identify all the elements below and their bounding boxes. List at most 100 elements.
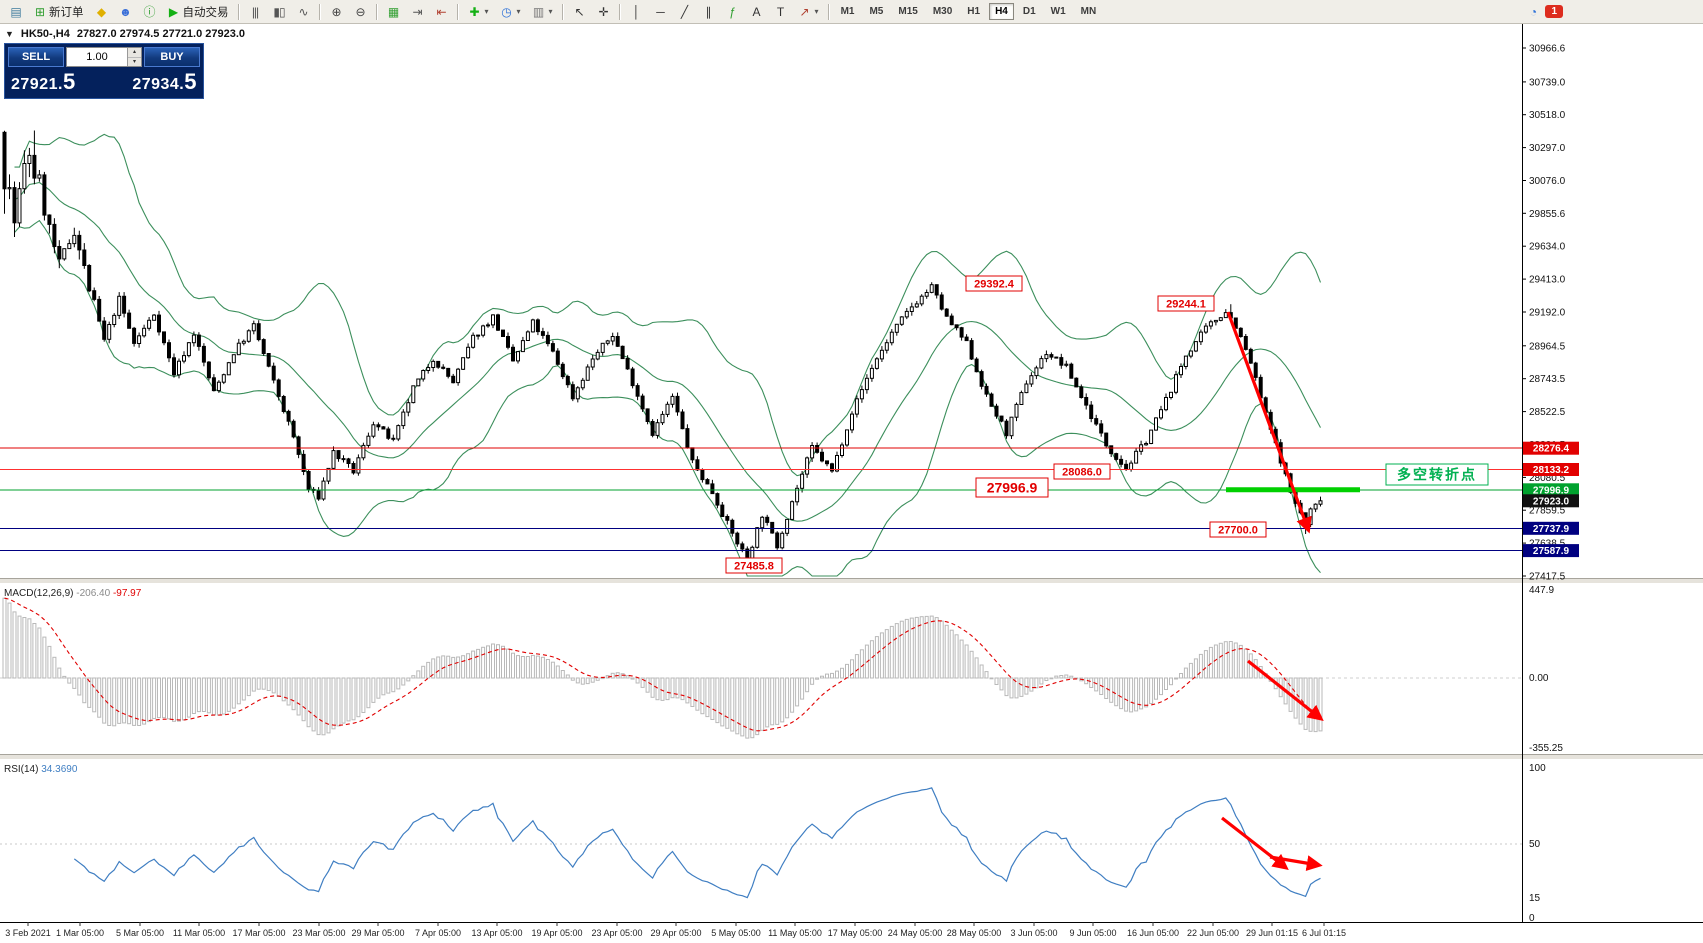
templates-button-dropdown-arrow[interactable]: ▾ [548,7,553,16]
toolbar-separator [456,3,459,20]
buy-price-big-digit: 5 [184,69,197,94]
candlestick-chart-button[interactable]: ▮▯ [268,0,291,23]
zoom-out-button[interactable]: ⊖ [349,0,372,23]
timeframe-button-w1[interactable]: W1 [1050,6,1066,17]
timeframe-button-h1[interactable]: H1 [967,6,981,17]
cursor-button[interactable]: ↖ [568,0,591,23]
crosshair-button[interactable]: ✛ [592,0,615,23]
horizontal-levels[interactable] [0,447,1522,552]
quotes-button[interactable]: ◔ [1521,0,1544,23]
line-chart-button[interactable]: ∿ [292,0,315,23]
sell-button[interactable]: SELL [8,47,64,67]
bollinger-bands [14,133,1322,577]
bar-chart-button[interactable]: ||| [244,0,267,23]
timeframe-button-m5[interactable]: M5 [869,6,884,17]
trend-arrows[interactable] [1221,311,1324,872]
trendline-button[interactable]: ╱ [673,0,696,23]
buy-price-main: 27934. [132,76,185,93]
vertical-line-icon: │ [632,4,641,19]
market-watch-button[interactable]: ☻ [114,0,137,23]
horizontal-line-button[interactable]: ─ [649,0,672,23]
svg-text:29392.4: 29392.4 [974,279,1015,291]
arrows-button-dropdown-arrow[interactable]: ▾ [814,7,819,16]
svg-text:11 Mar 05:00: 11 Mar 05:00 [173,928,225,938]
fibonacci-button[interactable]: ƒ [721,0,744,23]
volume-up-icon[interactable]: ▴ [128,48,141,58]
tile-windows-icon: ▦ [387,4,399,19]
arrows-button[interactable]: ↗ ▾ [793,0,824,23]
market-watch-icon: ☻ [119,4,132,19]
svg-text:多空转折点: 多空转折点 [1397,467,1477,483]
buy-button[interactable]: BUY [144,47,200,67]
svg-text:7 Apr 05:00: 7 Apr 05:00 [415,928,461,938]
candlestick-chart-icon: ▮▯ [273,4,285,19]
timeframe-button-mn[interactable]: MN [1080,6,1097,17]
notification-badge[interactable]: 1 [1545,5,1563,18]
timeframe-button-h4[interactable]: H4 [989,3,1014,20]
vertical-line-button[interactable]: │ [625,0,648,23]
new-order-button-label: 新订单 [49,6,84,19]
volume-spinner[interactable]: ▴ ▾ [127,48,141,66]
panel-splitter[interactable] [0,754,1703,760]
metaeditor-button[interactable]: ◆ [90,0,113,23]
svg-text:16 Jun 05:00: 16 Jun 05:00 [1127,928,1179,938]
svg-text:29192.0: 29192.0 [1529,308,1566,319]
macd-signal-line [4,597,1321,732]
indicators-button[interactable]: ✚ ▾ [463,0,494,23]
one-click-toggle-icon[interactable]: ▼ [5,29,14,39]
indicators-button-dropdown-arrow[interactable]: ▾ [484,7,489,16]
window-menu-button[interactable]: ▤ [4,0,27,23]
svg-text:28276.4: 28276.4 [1533,444,1570,455]
new-order-button[interactable]: ⊞ 新订单 [28,0,89,23]
time-axis[interactable]: 3 Feb 2021 1 Mar 05:00 5 Mar 05:00 11 Mar 0… [0,922,1703,938]
metaeditor-icon: ◆ [96,4,106,19]
volume-value[interactable]: 1.00 [86,51,108,63]
auto-scroll-button[interactable]: ⇥ [406,0,429,23]
chart-annotations[interactable]: 29392.4 29244.1 28086.0 27996.9 27700.0 27485… [725,275,1489,574]
tile-windows-button[interactable]: ▦ [382,0,405,23]
text-label-icon: T [776,4,784,19]
text-label-button[interactable]: T [769,0,792,23]
chart-area: 30966.6 30739.0 30518.0 30297.0 30076.0 29855… [0,24,1703,943]
timeframe-button-d1[interactable]: D1 [1022,6,1036,17]
toolbar-separator [618,3,621,20]
svg-text:3 Feb 2021: 3 Feb 2021 [5,928,51,938]
arrows-icon: ↗ [799,4,810,19]
volume-down-icon[interactable]: ▾ [128,57,141,66]
svg-text:27417.5: 27417.5 [1529,572,1566,583]
data-window-button[interactable]: ⓘ [138,0,161,23]
periods-button-dropdown-arrow[interactable]: ▾ [516,7,521,16]
indicators-icon: ✚ [469,4,479,19]
timeframe-button-m1[interactable]: M1 [840,6,855,17]
line-chart-icon: ∿ [298,4,308,19]
svg-text:100: 100 [1529,763,1546,774]
fibonacci-icon: ƒ [729,4,736,19]
panel-splitter[interactable] [0,578,1703,584]
svg-text:19 Apr 05:00: 19 Apr 05:00 [531,928,582,938]
one-click-trading-panel: SELL 1.00 ▴ ▾ BUY 27921.5 27934.5 [4,43,204,99]
volume-input[interactable]: 1.00 ▴ ▾ [66,47,142,67]
zoom-out-icon: ⊖ [355,4,365,19]
svg-text:27996.9: 27996.9 [987,480,1038,496]
svg-text:17 Mar 05:00: 17 Mar 05:00 [232,928,285,938]
zoom-in-button[interactable]: ⊕ [325,0,348,23]
toolbar-separator [237,3,240,20]
candlestick-layer [2,130,1323,566]
svg-text:22 Jun 05:00: 22 Jun 05:00 [1187,928,1239,938]
zoom-in-icon: ⊕ [331,4,341,19]
templates-button[interactable]: ▥ ▾ [527,0,558,23]
sell-price-big-digit: 5 [62,69,76,94]
autotrading-button[interactable]: ▶ 自动交易 [162,0,234,23]
text-button[interactable]: A [745,0,768,23]
timeframe-button-m15[interactable]: M15 [898,6,918,17]
buy-price: 27934.5 [132,69,197,95]
templates-icon: ▥ [532,4,544,19]
chart-canvas[interactable]: 30966.6 30739.0 30518.0 30297.0 30076.0 29855… [0,24,1703,943]
chart-shift-button[interactable]: ⇤ [430,0,453,23]
price-axis[interactable]: 30966.6 30739.0 30518.0 30297.0 30076.0 29855… [1522,24,1579,924]
periods-button[interactable]: ◷ ▾ [495,0,526,23]
timeframe-button-m30[interactable]: M30 [932,6,953,17]
svg-text:27859.5: 27859.5 [1529,506,1566,517]
equidistant-channel-button[interactable]: ∥ [697,0,720,23]
